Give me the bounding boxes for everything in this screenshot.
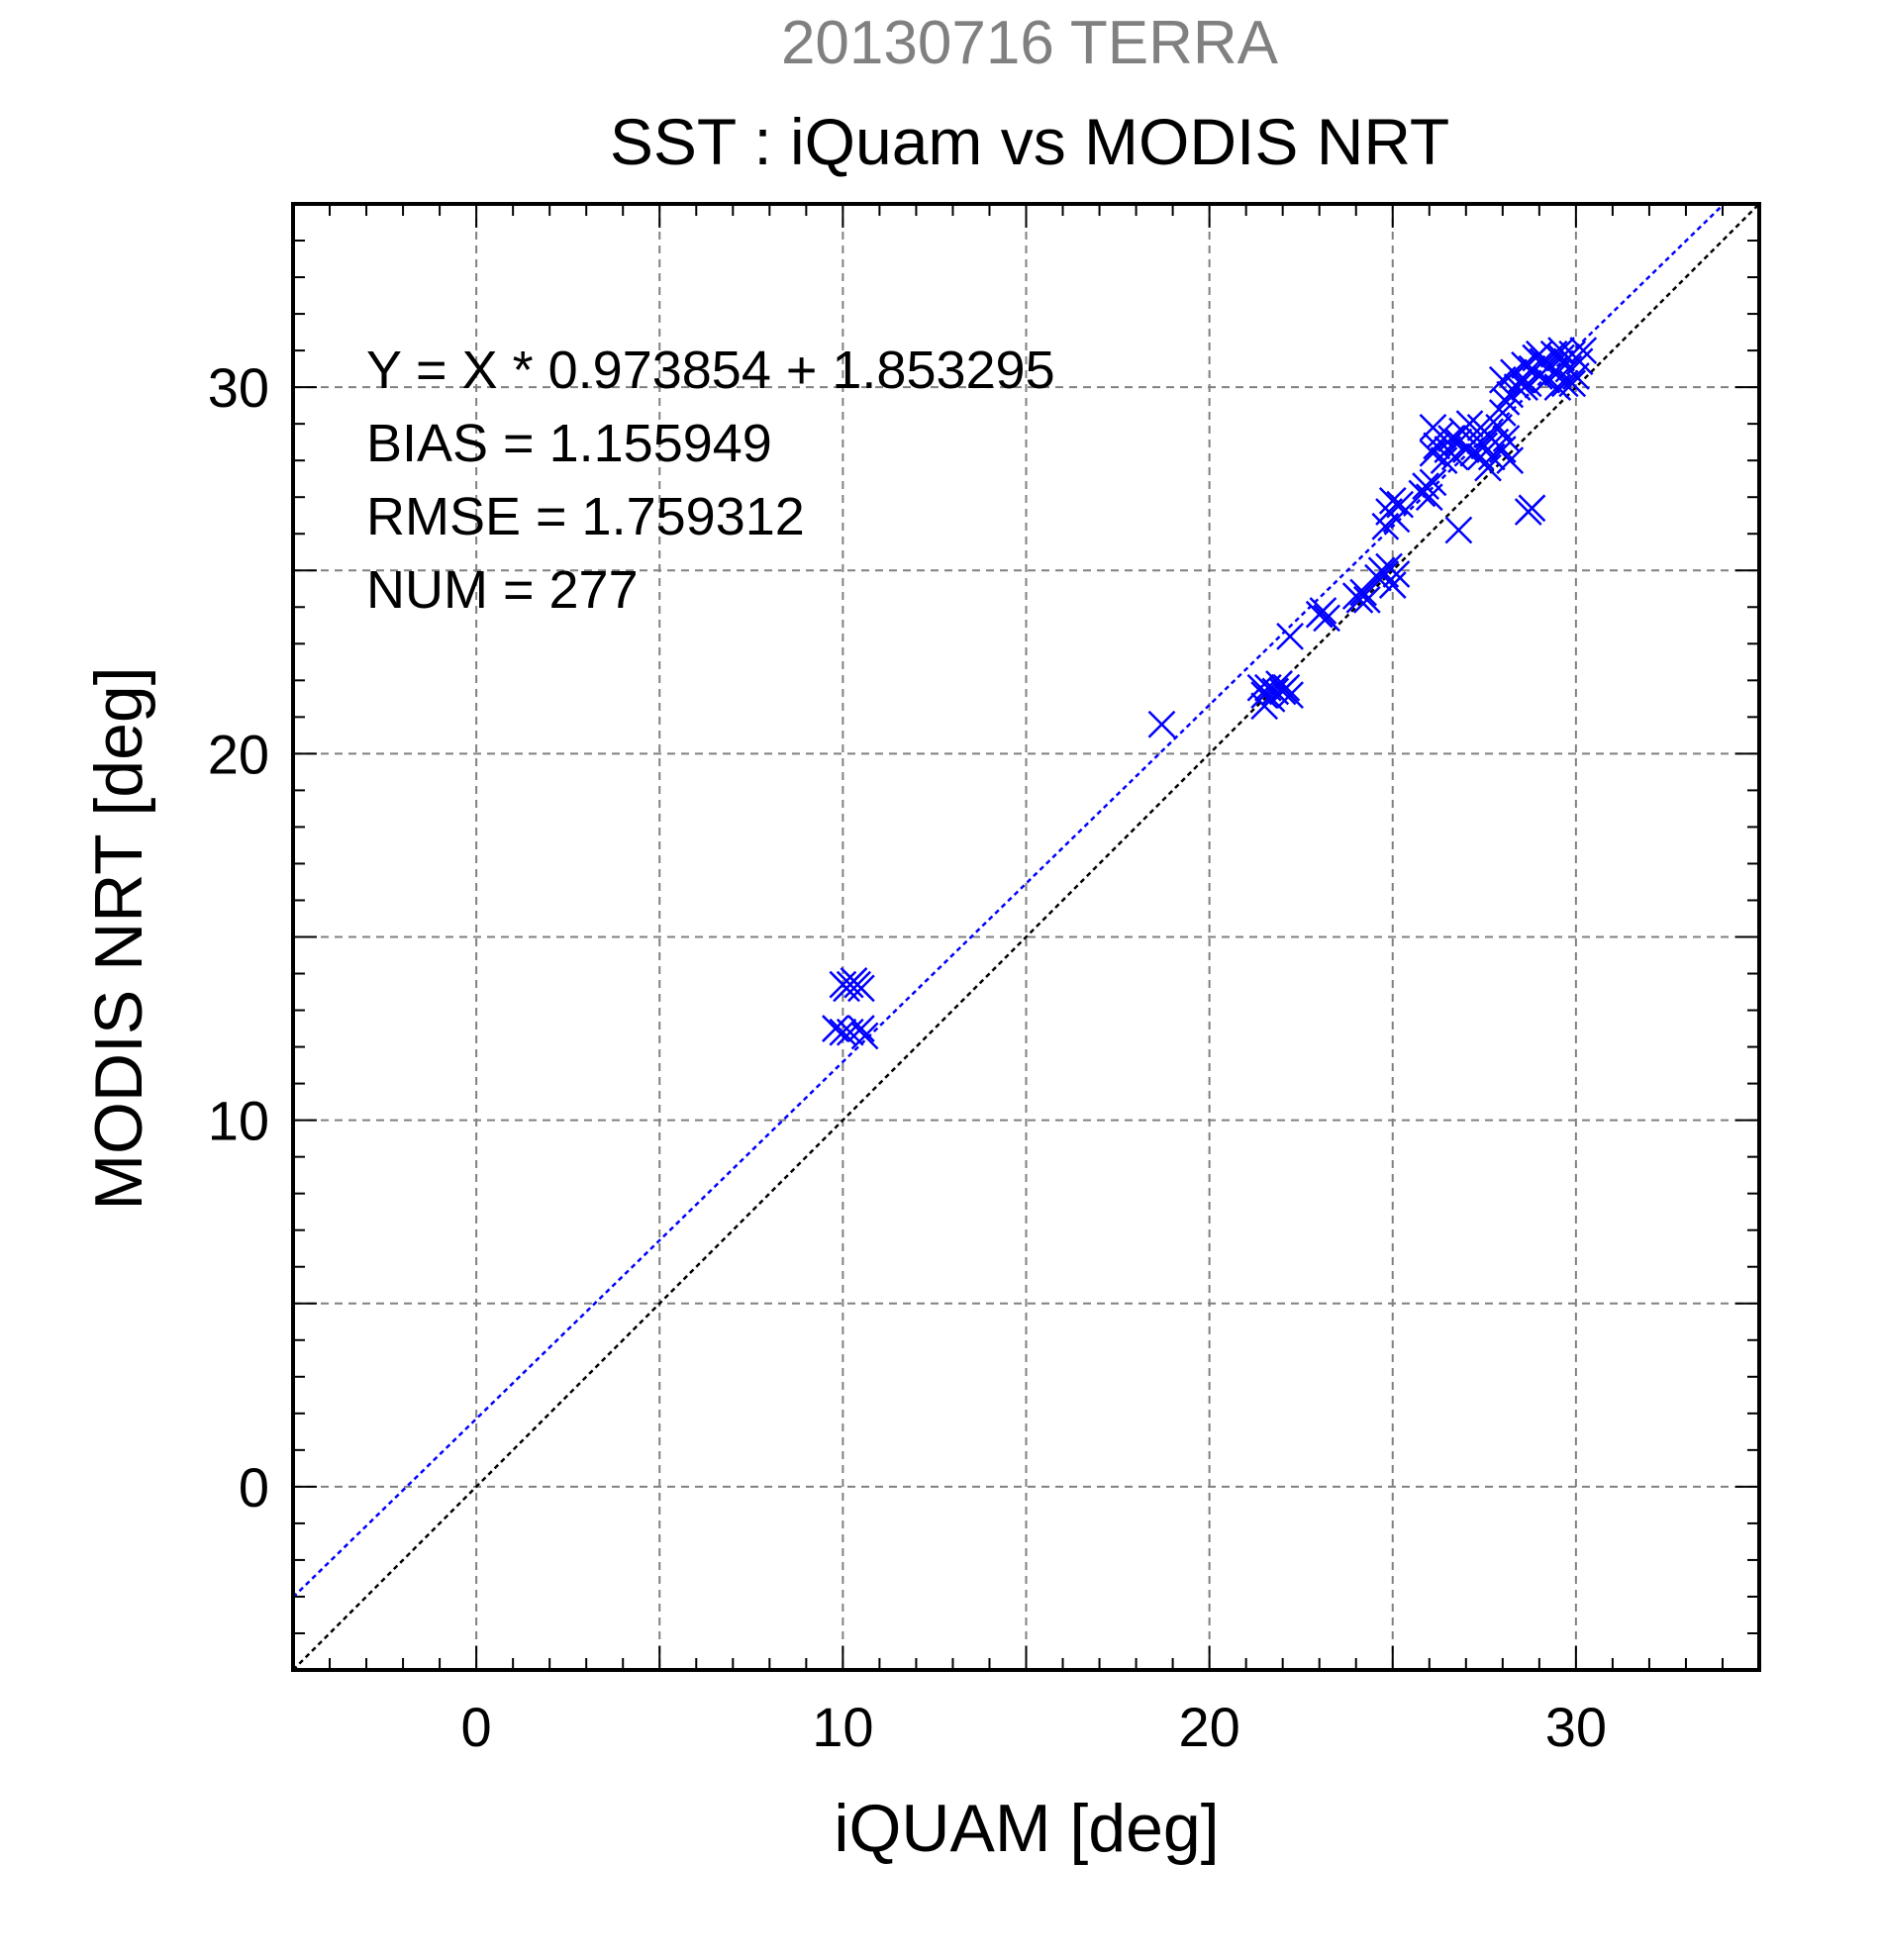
date-title: 20130716 TERRA bbox=[781, 9, 1279, 77]
y-tick-label: 10 bbox=[208, 1090, 269, 1152]
data-point-marker bbox=[1419, 468, 1447, 497]
fit-line bbox=[293, 204, 1727, 1599]
data-point-marker bbox=[1147, 710, 1176, 738]
data-point-marker bbox=[1565, 347, 1594, 376]
data-point-marker bbox=[1455, 410, 1484, 439]
data-point-marker bbox=[1352, 585, 1381, 614]
data-point-marker bbox=[1345, 585, 1374, 614]
data-point-marker bbox=[1412, 472, 1439, 500]
data-point-marker bbox=[850, 1022, 879, 1050]
data-point-marker bbox=[1386, 490, 1415, 519]
data-point-marker bbox=[1250, 692, 1279, 721]
fit-equation-text: Y = X * 0.973854 + 1.853295 bbox=[366, 341, 1055, 400]
y-tick-label: 20 bbox=[208, 723, 269, 785]
data-point-marker bbox=[1276, 681, 1304, 710]
data-point-marker bbox=[1496, 446, 1525, 475]
data-point-marker bbox=[1378, 487, 1407, 515]
data-point-marker bbox=[1444, 516, 1473, 544]
y-tick-label: 30 bbox=[208, 356, 269, 419]
data-point-marker bbox=[1378, 571, 1407, 599]
data-point-marker bbox=[1313, 604, 1340, 633]
data-point-marker bbox=[1466, 442, 1495, 471]
data-point-marker bbox=[840, 967, 868, 995]
data-point-marker bbox=[847, 1015, 875, 1042]
x-tick-label: 30 bbox=[1545, 1696, 1607, 1758]
data-point-marker bbox=[1309, 597, 1337, 625]
data-point-marker bbox=[1272, 673, 1301, 702]
data-point-marker bbox=[1511, 373, 1538, 402]
data-point-marker bbox=[1276, 623, 1304, 650]
identity-line bbox=[293, 204, 1759, 1670]
data-point-marker bbox=[1569, 337, 1598, 364]
data-points bbox=[822, 337, 1598, 1050]
num-text: NUM = 277 bbox=[366, 560, 639, 620]
data-point-marker bbox=[1419, 413, 1447, 441]
data-point-marker bbox=[1547, 337, 1575, 364]
main-title: SST : iQuam vs MODIS NRT bbox=[610, 105, 1449, 178]
x-tick-labels: 0 10 20 30 bbox=[461, 1696, 1607, 1758]
bias-text: BIAS = 1.155949 bbox=[366, 414, 772, 473]
data-point-marker bbox=[1382, 560, 1411, 588]
x-axis-label: iQUAM [deg] bbox=[834, 1791, 1219, 1866]
rmse-text: RMSE = 1.759312 bbox=[366, 487, 805, 546]
y-tick-label: 0 bbox=[239, 1456, 269, 1519]
data-point-marker bbox=[1514, 498, 1542, 526]
data-point-marker bbox=[1503, 373, 1532, 402]
reference-lines bbox=[293, 204, 1759, 1670]
data-point-marker bbox=[1430, 446, 1458, 475]
y-axis-label: MODIS NRT [deg] bbox=[81, 666, 156, 1210]
x-tick-label: 0 bbox=[461, 1696, 492, 1758]
data-point-marker bbox=[1558, 369, 1587, 398]
plot-frame bbox=[291, 202, 1761, 1672]
x-tick-label: 10 bbox=[812, 1696, 873, 1758]
data-point-marker bbox=[1250, 681, 1279, 710]
x-tick-label: 20 bbox=[1178, 1696, 1239, 1758]
y-tick-labels: 0 10 20 30 bbox=[208, 356, 269, 1519]
data-point-marker bbox=[1488, 399, 1517, 427]
